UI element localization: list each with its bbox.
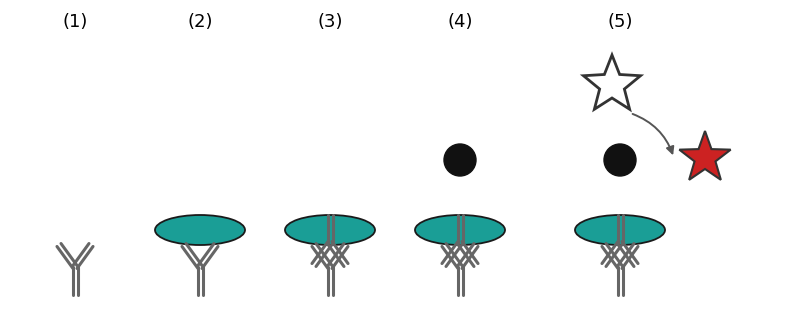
- Ellipse shape: [575, 215, 665, 245]
- Polygon shape: [679, 131, 731, 180]
- Text: (2): (2): [187, 13, 213, 31]
- Ellipse shape: [285, 215, 375, 245]
- Text: (1): (1): [62, 13, 88, 31]
- Circle shape: [604, 144, 636, 176]
- Text: (3): (3): [318, 13, 343, 31]
- Text: (5): (5): [608, 13, 633, 31]
- Polygon shape: [584, 55, 641, 109]
- Ellipse shape: [155, 215, 245, 245]
- Ellipse shape: [415, 215, 505, 245]
- Circle shape: [444, 144, 476, 176]
- Text: (4): (4): [447, 13, 472, 31]
